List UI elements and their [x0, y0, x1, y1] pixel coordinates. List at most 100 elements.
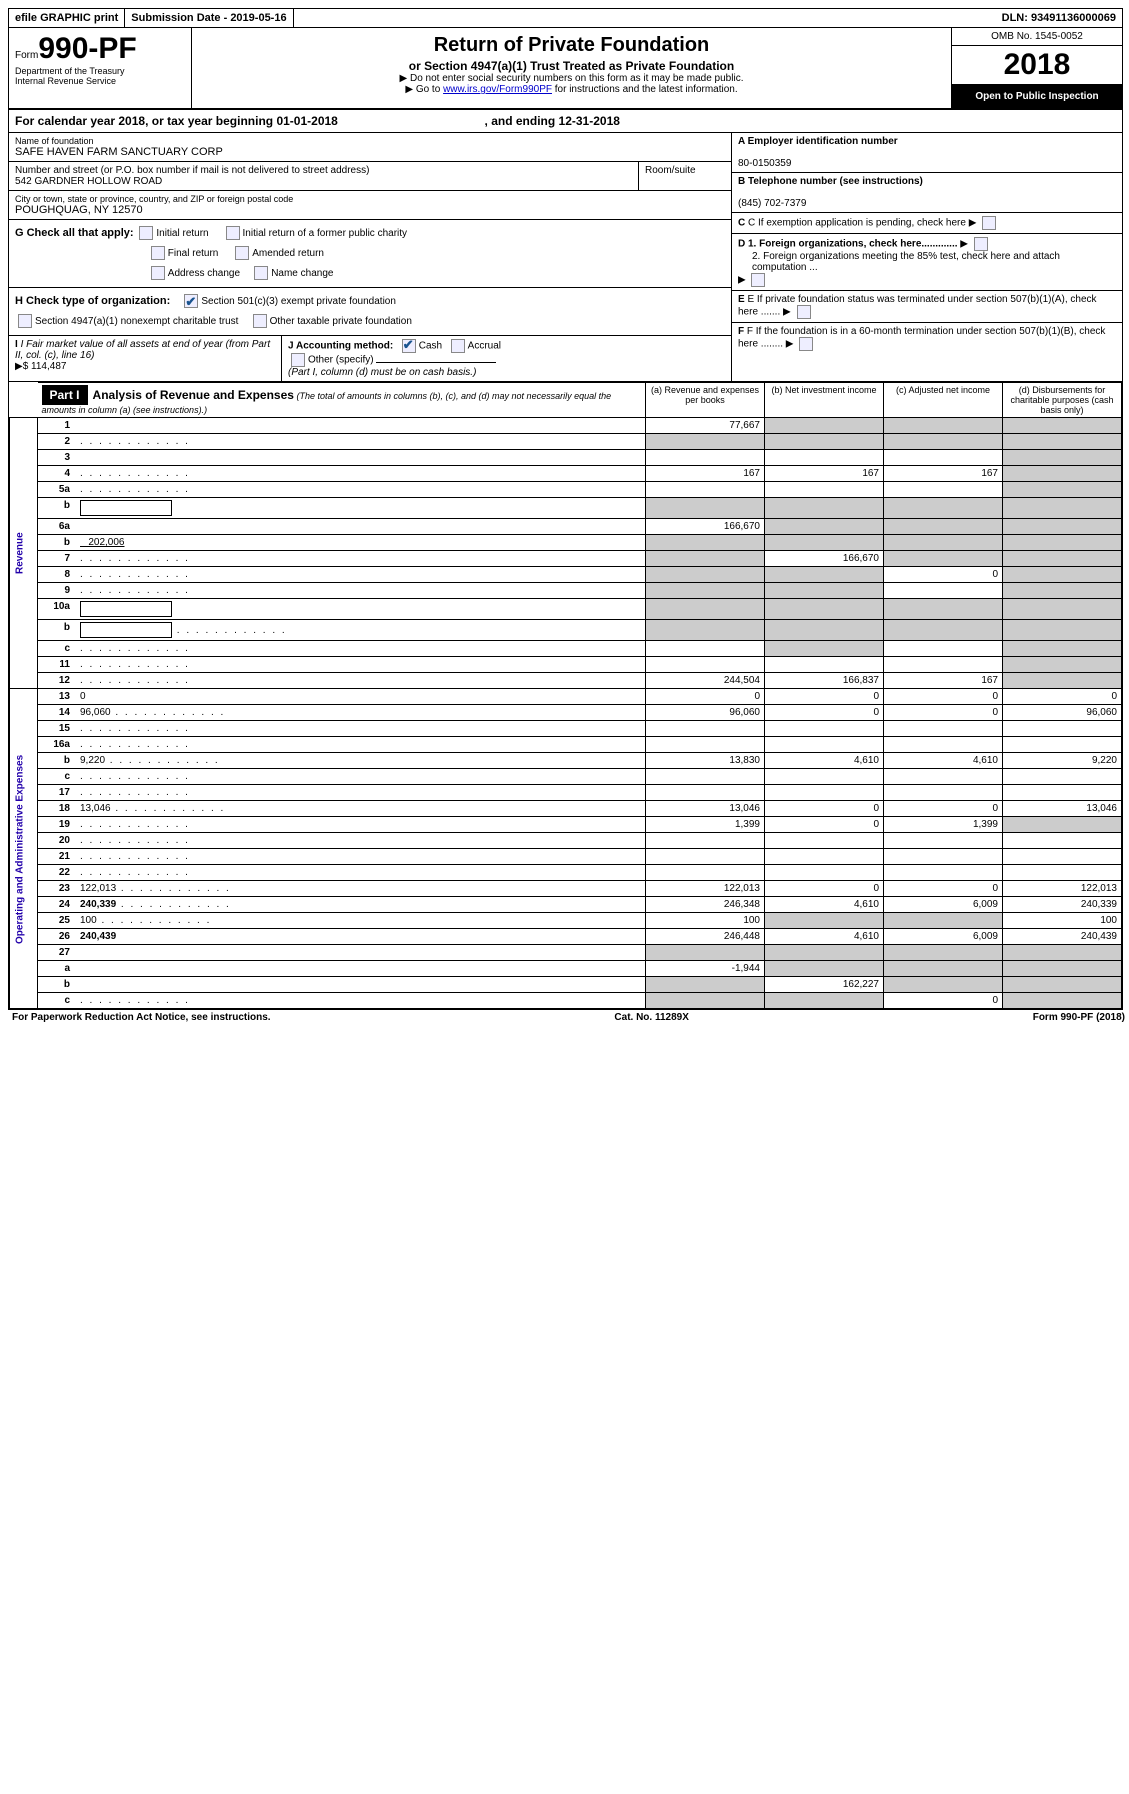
- checkbox-name-change[interactable]: [254, 266, 268, 280]
- part1-badge: Part I: [42, 385, 88, 405]
- amt-c: 0: [884, 705, 1003, 721]
- g-label: G Check all that apply:: [15, 227, 134, 239]
- row-num: 16a: [38, 737, 77, 753]
- table-row: 1496,06096,0600096,060: [10, 705, 1122, 721]
- e-label: E If private foundation status was termi…: [738, 294, 1097, 318]
- amt-b: [765, 849, 884, 865]
- table-row: c: [10, 641, 1122, 657]
- calendar-year-line: For calendar year 2018, or tax year begi…: [9, 110, 1122, 133]
- g-opt-5: Name change: [271, 268, 333, 279]
- checkbox-501c3[interactable]: [184, 294, 198, 308]
- j-cash: Cash: [419, 341, 442, 352]
- amt-b: [765, 657, 884, 673]
- amt-c: [884, 961, 1003, 977]
- amt-c: [884, 865, 1003, 881]
- checkbox-c[interactable]: [982, 216, 996, 230]
- table-row: 26240,439246,4484,6106,009240,439: [10, 929, 1122, 945]
- amt-b: [765, 535, 884, 551]
- header-mid: Return of Private Foundation or Section …: [192, 28, 951, 108]
- checkbox-d2[interactable]: [751, 273, 765, 287]
- table-row: b9,22013,8304,6104,6109,220: [10, 753, 1122, 769]
- amt-d: [1003, 721, 1122, 737]
- amt-b: [765, 785, 884, 801]
- calyear-begin: 01-01-2018: [276, 114, 337, 128]
- checkbox-initial-former[interactable]: [226, 226, 240, 240]
- amt-b: 4,610: [765, 929, 884, 945]
- checkbox-d1[interactable]: [974, 237, 988, 251]
- amt-b: 0: [765, 817, 884, 833]
- info-right: A Employer identification number 80-0150…: [731, 133, 1122, 381]
- amt-a: [646, 865, 765, 881]
- checkbox-other-taxable[interactable]: [253, 314, 267, 328]
- form-subtitle: or Section 4947(a)(1) Trust Treated as P…: [200, 59, 943, 73]
- amt-c: 6,009: [884, 897, 1003, 913]
- amt-a: [646, 498, 765, 519]
- amt-d: [1003, 535, 1122, 551]
- amt-c: [884, 535, 1003, 551]
- row-desc: [76, 583, 646, 599]
- table-row: 1813,04613,0460013,046: [10, 801, 1122, 817]
- amt-a: 166,670: [646, 519, 765, 535]
- checkbox-f[interactable]: [799, 337, 813, 351]
- amt-c: [884, 737, 1003, 753]
- instructions-link[interactable]: www.irs.gov/Form990PF: [443, 84, 552, 95]
- calyear-end: 12-31-2018: [559, 114, 620, 128]
- amt-a: [646, 849, 765, 865]
- checkbox-address-change[interactable]: [151, 266, 165, 280]
- header-left: Form990-PF Department of the Treasury In…: [9, 28, 192, 108]
- checkbox-e[interactable]: [797, 305, 811, 319]
- amt-d: 240,439: [1003, 929, 1122, 945]
- h-label: H Check type of organization:: [15, 295, 170, 307]
- amt-a: [646, 769, 765, 785]
- row-num: c: [38, 641, 77, 657]
- submission-date: Submission Date - 2019-05-16: [125, 9, 293, 27]
- open-to-public: Open to Public Inspection: [952, 85, 1122, 108]
- amt-c: [884, 583, 1003, 599]
- row-desc: [76, 977, 646, 993]
- amt-a: [646, 993, 765, 1009]
- amt-a: 1,399: [646, 817, 765, 833]
- checkbox-4947a1[interactable]: [18, 314, 32, 328]
- i-value: ▶$ 114,487: [15, 361, 66, 372]
- amt-c: 0: [884, 689, 1003, 705]
- amt-c: 0: [884, 993, 1003, 1009]
- amt-d: [1003, 567, 1122, 583]
- amt-c: [884, 913, 1003, 929]
- amt-a: [646, 583, 765, 599]
- checkbox-accrual[interactable]: [451, 339, 465, 353]
- amt-d: 96,060: [1003, 705, 1122, 721]
- checkbox-amended[interactable]: [235, 246, 249, 260]
- checkbox-final-return[interactable]: [151, 246, 165, 260]
- checkbox-initial-return[interactable]: [139, 226, 153, 240]
- row-num: b: [38, 535, 77, 551]
- table-row: 11: [10, 657, 1122, 673]
- checkbox-other-method[interactable]: [291, 353, 305, 367]
- g-opt-3: Amended return: [252, 248, 324, 259]
- table-row: c: [10, 769, 1122, 785]
- amt-b: [765, 833, 884, 849]
- amt-b: [765, 769, 884, 785]
- amt-b: 4,610: [765, 753, 884, 769]
- amt-d: 9,220: [1003, 753, 1122, 769]
- amt-a: [646, 482, 765, 498]
- row-num: 11: [38, 657, 77, 673]
- amt-a: 13,046: [646, 801, 765, 817]
- amt-d: [1003, 418, 1122, 434]
- amt-b: 166,837: [765, 673, 884, 689]
- hint2-pre: ▶ Go to: [405, 84, 443, 95]
- amt-a: [646, 977, 765, 993]
- amt-d: [1003, 583, 1122, 599]
- amt-d: [1003, 657, 1122, 673]
- table-row: 22: [10, 865, 1122, 881]
- row-desc: 0: [76, 689, 646, 705]
- row-num: 26: [38, 929, 77, 945]
- table-row: Revenue177,667: [10, 418, 1122, 434]
- amt-c: [884, 599, 1003, 620]
- efile-label: efile GRAPHIC print: [9, 9, 125, 27]
- amt-b: [765, 599, 884, 620]
- row-desc: [76, 657, 646, 673]
- amt-b: [765, 865, 884, 881]
- checkbox-cash[interactable]: [402, 339, 416, 353]
- table-row: 5a: [10, 482, 1122, 498]
- i-cell: I I Fair market value of all assets at e…: [9, 336, 282, 381]
